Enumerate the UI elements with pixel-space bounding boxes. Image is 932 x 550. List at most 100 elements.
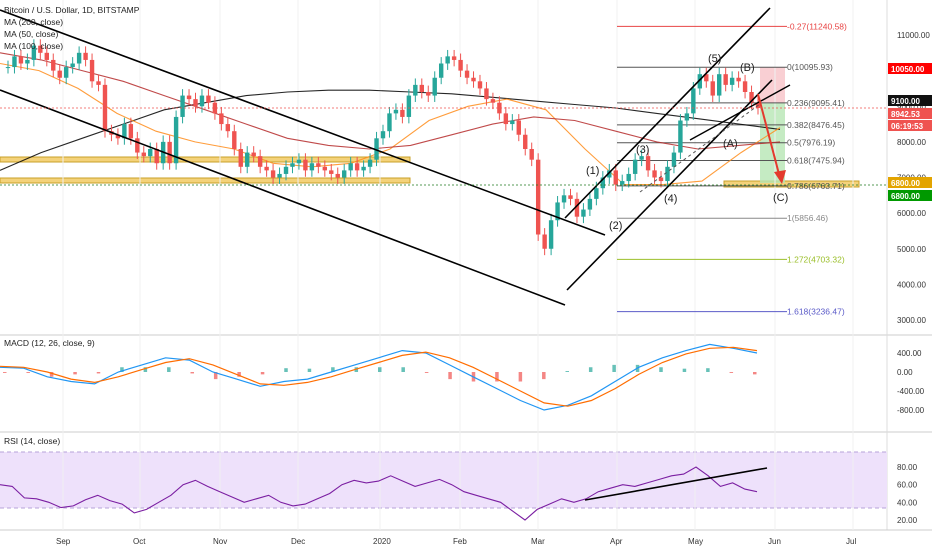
candle-body[interactable]	[607, 170, 612, 178]
candle-body[interactable]	[374, 138, 379, 160]
candle-body[interactable]	[529, 149, 534, 160]
candle-body[interactable]	[12, 56, 17, 68]
candle-body[interactable]	[671, 152, 677, 167]
candle-body[interactable]	[490, 99, 496, 103]
candle-body[interactable]	[426, 92, 431, 96]
candle-body[interactable]	[167, 141, 172, 164]
candle-body[interactable]	[729, 77, 735, 85]
candle-body[interactable]	[451, 56, 457, 60]
candle-body[interactable]	[186, 95, 192, 100]
candle-body[interactable]	[613, 170, 618, 185]
candle-body[interactable]	[115, 134, 121, 139]
macd-line[interactable]	[0, 346, 758, 407]
candle-body[interactable]	[516, 120, 521, 135]
candle-body[interactable]	[717, 74, 722, 96]
candle-body[interactable]	[257, 156, 263, 167]
candle-body[interactable]	[523, 134, 528, 149]
candle-body[interactable]	[742, 81, 748, 92]
candle-body[interactable]	[510, 120, 515, 125]
candle-body[interactable]	[51, 59, 56, 71]
candle-body[interactable]	[652, 170, 657, 178]
candle-body[interactable]	[658, 177, 664, 182]
candle-body[interactable]	[594, 188, 599, 199]
candle-body[interactable]	[419, 84, 424, 92]
candle-body[interactable]	[380, 131, 386, 139]
candle-body[interactable]	[432, 77, 437, 96]
candle-body[interactable]	[723, 74, 728, 85]
candle-body[interactable]	[238, 149, 243, 167]
candle-body[interactable]	[44, 52, 49, 60]
candle-body[interactable]	[393, 109, 399, 114]
candle-body[interactable]	[639, 156, 644, 160]
macd-line[interactable]	[0, 343, 758, 411]
candle-body[interactable]	[264, 166, 269, 171]
candle-body[interactable]	[626, 173, 631, 182]
candle-body[interactable]	[245, 152, 250, 167]
candle-body[interactable]	[697, 74, 703, 89]
candle-body[interactable]	[542, 234, 547, 249]
candle-body[interactable]	[445, 56, 450, 64]
candle-body[interactable]	[503, 113, 509, 125]
candle-body[interactable]	[316, 163, 321, 167]
candle-body[interactable]	[154, 149, 159, 164]
candle-body[interactable]	[309, 163, 315, 171]
candle-body[interactable]	[665, 166, 670, 182]
candle-body[interactable]	[322, 166, 328, 171]
candle-body[interactable]	[555, 202, 560, 221]
candle-body[interactable]	[57, 70, 62, 78]
candle-body[interactable]	[361, 166, 366, 171]
candle-body[interactable]	[173, 116, 179, 164]
candle-body[interactable]	[199, 95, 205, 107]
descending-channel-upper[interactable]	[0, 9, 606, 236]
candle-body[interactable]	[270, 170, 276, 178]
indicator-ma50[interactable]: MA (50, close)	[4, 29, 58, 39]
candle-body[interactable]	[600, 177, 606, 189]
candle-body[interactable]	[691, 88, 696, 114]
candle-body[interactable]	[296, 159, 302, 164]
candle-body[interactable]	[587, 198, 593, 210]
candle-body[interactable]	[548, 220, 554, 249]
candle-body[interactable]	[70, 63, 75, 68]
candle-body[interactable]	[329, 170, 334, 174]
candle-body[interactable]	[335, 173, 340, 178]
candle-body[interactable]	[568, 195, 573, 199]
candle-body[interactable]	[31, 45, 37, 60]
indicator-ma200[interactable]: MA (200, close)	[4, 17, 63, 27]
candle-body[interactable]	[38, 45, 43, 53]
candle-body[interactable]	[148, 149, 153, 157]
candle-body[interactable]	[342, 170, 347, 178]
candle-body[interactable]	[76, 52, 82, 64]
rsi-trend-line[interactable]	[584, 467, 768, 501]
abc-trend-line[interactable]	[689, 84, 791, 141]
candle-body[interactable]	[458, 59, 463, 71]
candle-body[interactable]	[574, 198, 580, 217]
candle-body[interactable]	[484, 88, 489, 100]
candle-body[interactable]	[438, 63, 444, 78]
candle-body[interactable]	[141, 152, 146, 157]
candle-body[interactable]	[122, 124, 127, 139]
candle-body[interactable]	[225, 124, 231, 132]
candle-body[interactable]	[206, 95, 211, 103]
candle-body[interactable]	[219, 113, 224, 125]
candle-body[interactable]	[18, 56, 24, 64]
candle-body[interactable]	[63, 67, 69, 78]
candle-body[interactable]	[303, 159, 308, 171]
candle-body[interactable]	[684, 113, 690, 121]
candle-body[interactable]	[413, 84, 418, 96]
candle-body[interactable]	[535, 159, 541, 235]
candle-body[interactable]	[367, 159, 373, 167]
candle-body[interactable]	[477, 81, 483, 89]
candle-body[interactable]	[400, 109, 405, 117]
candle-body[interactable]	[387, 113, 392, 132]
moving-average-line[interactable]	[0, 52, 781, 150]
candle-body[interactable]	[406, 95, 412, 117]
candle-body[interactable]	[632, 159, 638, 174]
candle-body[interactable]	[290, 163, 295, 167]
candle-body[interactable]	[283, 166, 289, 174]
ascending-channel-mid[interactable]	[639, 103, 761, 193]
candle-body[interactable]	[348, 163, 353, 171]
candle-body[interactable]	[736, 77, 741, 82]
macd-title[interactable]: MACD (12, 26, close, 9)	[4, 338, 95, 348]
candle-body[interactable]	[232, 131, 237, 149]
